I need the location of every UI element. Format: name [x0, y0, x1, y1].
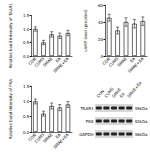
svg-text:SMAE: SMAE	[110, 86, 122, 99]
svg-text:CUMS: CUMS	[103, 86, 115, 99]
svg-text:Relative band intensity of TAA: Relative band intensity of TAAR1	[8, 3, 13, 69]
svg-text:0.5: 0.5	[23, 40, 30, 45]
svg-text:SMAE: SMAE	[42, 132, 54, 144]
svg-text:0: 0	[100, 54, 103, 59]
svg-text:CUMS: CUMS	[33, 132, 46, 144]
svg-text:cAMP level (pmol/ml): cAMP level (pmol/ml)	[83, 9, 88, 52]
svg-text:39kDa: 39kDa	[135, 106, 148, 111]
svg-text:1.0: 1.0	[23, 99, 30, 104]
svg-text:SMAE+EA: SMAE+EA	[126, 80, 143, 99]
svg-text:TAAR1: TAAR1	[79, 106, 93, 111]
svg-text:SMAE+EA: SMAE+EA	[52, 132, 70, 150]
svg-text:SMAE: SMAE	[42, 56, 54, 68]
svg-text:40: 40	[98, 20, 104, 25]
svg-text:CON: CON	[27, 132, 38, 143]
svg-text:CUMS: CUMS	[33, 56, 46, 68]
svg-text:1.5: 1.5	[23, 13, 30, 18]
svg-text:0.0: 0.0	[23, 54, 30, 59]
svg-text:CUMS: CUMS	[107, 56, 120, 68]
svg-text:36kDa: 36kDa	[135, 132, 148, 137]
svg-text:CON: CON	[101, 56, 111, 67]
svg-text:Relative band intensity of PKA: Relative band intensity of PKA	[8, 79, 13, 139]
svg-text:1.0: 1.0	[23, 27, 30, 32]
svg-text:SMAE+EA: SMAE+EA	[127, 56, 145, 74]
svg-text:SMAE+EA: SMAE+EA	[52, 56, 70, 74]
svg-text:CON: CON	[27, 56, 38, 67]
svg-text:SMAE: SMAE	[116, 56, 128, 68]
svg-text:60: 60	[98, 3, 104, 8]
svg-text:42kDa: 42kDa	[135, 119, 148, 124]
svg-text:0.0: 0.0	[23, 130, 30, 135]
svg-text:1.5: 1.5	[23, 84, 30, 89]
svg-text:EA: EA	[119, 91, 126, 98]
svg-text:GAPDH: GAPDH	[79, 132, 93, 137]
svg-text:CON: CON	[95, 88, 106, 99]
svg-text:20: 20	[98, 37, 104, 42]
svg-text:0.5: 0.5	[23, 114, 30, 119]
svg-text:PKA: PKA	[86, 119, 94, 124]
